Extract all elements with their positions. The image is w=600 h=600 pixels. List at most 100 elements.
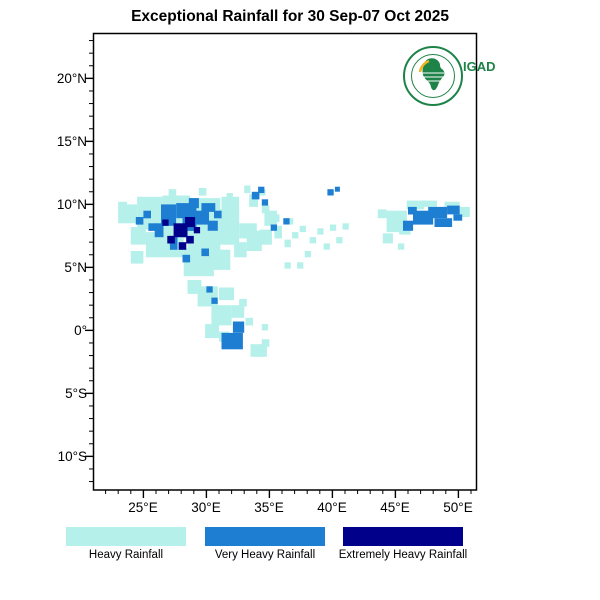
lon-label: 40°E (317, 500, 346, 515)
rain-cell-very_heavy (148, 223, 156, 231)
igad-logo-text: IGAD (463, 59, 496, 74)
rain-cell-very_heavy (270, 224, 277, 231)
rain-cell-heavy (317, 228, 324, 235)
rain-cell-heavy (274, 225, 282, 239)
tanzania-south-border (221, 441, 338, 478)
rain-cell-very_heavy (195, 210, 209, 225)
rain-cell-heavy (249, 194, 258, 207)
rain-cell-very_heavy (413, 210, 434, 225)
rain-cell-heavy (323, 243, 330, 250)
rain-cell-very_heavy (221, 332, 243, 350)
logo-sun-arc (418, 59, 430, 73)
red-sea-indian-ocean-coastline (293, 53, 474, 462)
tanzania-west-border (194, 348, 221, 441)
rain-cell-heavy (271, 214, 280, 222)
egypt-coastline (277, 33, 293, 53)
legend-label-heavy: Heavy Rainfall (89, 549, 163, 561)
rainfall-layer (118, 185, 470, 357)
chad-car-border (93, 193, 117, 197)
rwanda-burundi-borders (194, 361, 217, 367)
kivu-tanganyika-link (197, 361, 198, 373)
rain-cell-extreme (193, 227, 201, 234)
legend-item-very-heavy: Very Heavy Rainfall (205, 527, 325, 561)
lat-label: 10°N (57, 197, 87, 212)
igad-logo (403, 46, 463, 106)
lat-label: 5°S (65, 386, 87, 401)
rain-cell-heavy (406, 200, 425, 210)
legend-swatch-heavy (66, 527, 186, 546)
rain-cell-heavy (216, 209, 240, 245)
rain-cell-heavy (212, 249, 231, 270)
uganda-kenya-border (256, 277, 270, 343)
rain-cell-heavy (397, 243, 405, 250)
rain-cell-very_heavy (408, 206, 417, 215)
africa-silhouette (422, 58, 445, 91)
rain-cell-extreme (167, 235, 175, 244)
lake-edward (198, 331, 205, 339)
lon-label: 30°E (191, 500, 220, 515)
rain-cell-very_heavy (188, 198, 199, 209)
rain-cell-very_heavy (251, 191, 260, 200)
rain-cell-very_heavy (232, 321, 245, 333)
tanganyika-west-shore (196, 373, 221, 442)
rain-cell-very_heavy (135, 217, 144, 225)
legend-item-extremely-heavy: Extremely Heavy Rainfall (339, 527, 467, 561)
legend-swatch-very-heavy (205, 527, 325, 546)
mozambique-coastline (337, 462, 340, 490)
lake-kivu (193, 351, 199, 361)
rain-cell-very_heavy (206, 286, 213, 293)
sudan-egypt-border (143, 50, 293, 53)
rain-cell-heavy (284, 262, 291, 269)
car-drc-border (93, 265, 174, 280)
rain-cell-heavy (261, 339, 270, 347)
rain-cell-very_heavy (283, 218, 290, 225)
rain-cell-heavy (377, 209, 387, 219)
legend: Heavy Rainfall Very Heavy Rainfall Extre… (66, 527, 467, 561)
southsudan-uganda-border (218, 277, 257, 285)
rain-cell-heavy (219, 287, 235, 301)
rain-cell-heavy (250, 344, 267, 357)
legend-swatch-extremely-heavy (343, 527, 463, 546)
rain-cell-heavy (336, 237, 343, 244)
rain-cell-heavy (239, 298, 247, 307)
rain-cell-heavy (118, 201, 127, 212)
rain-cell-extreme (178, 242, 187, 250)
rain-cell-heavy (244, 185, 251, 194)
rain-cell-heavy (304, 251, 311, 258)
rain-cell-heavy (246, 230, 262, 251)
rain-cell-heavy (205, 324, 219, 338)
rain-cell-heavy (221, 196, 240, 217)
djibouti-eritrea-border (362, 171, 372, 174)
sudan-eritrea-border (288, 103, 314, 151)
rain-cell-very_heavy (453, 214, 463, 221)
rain-cell-heavy (234, 242, 247, 258)
rain-cell-very_heavy (327, 189, 334, 196)
rain-cell-extreme (186, 235, 194, 244)
lat-label: 5°N (64, 260, 87, 275)
map-title: Exceptional Rainfall for 30 Sep-07 Oct 2… (131, 8, 449, 25)
lon-label: 25°E (128, 500, 157, 515)
legend-item-heavy: Heavy Rainfall (66, 527, 186, 561)
zambia-drc-border (186, 445, 195, 484)
rain-cell-extreme (185, 217, 196, 228)
rain-cell-heavy (261, 324, 269, 331)
lat-label: 10°S (58, 449, 87, 464)
lake-malawi-east-shore (264, 461, 268, 489)
rain-cell-very_heavy (214, 210, 222, 219)
rain-cell-heavy (309, 237, 316, 244)
lat-label: 15°N (57, 134, 87, 149)
rain-cell-heavy (211, 305, 232, 326)
rain-cell-heavy (245, 317, 254, 326)
rain-cell-very_heavy (447, 205, 460, 215)
lake-turkana (281, 273, 290, 299)
map-frame (92, 32, 478, 491)
rain-cell-heavy (421, 200, 437, 207)
lon-label: 35°E (254, 500, 283, 515)
rain-cell-heavy (382, 233, 393, 244)
djibouti-somalia-border (365, 186, 373, 192)
rain-cell-very_heavy (261, 199, 269, 206)
longitude-axis: 25°E 30°E 35°E 40°E 45°E 50°E (128, 500, 472, 515)
rain-cell-heavy (226, 193, 233, 200)
lon-label: 50°E (443, 500, 472, 515)
